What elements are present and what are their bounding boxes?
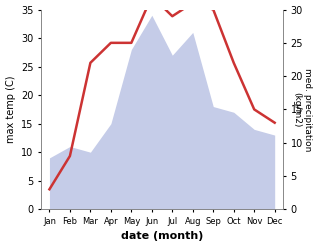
Y-axis label: med. precipitation
(kg/m2): med. precipitation (kg/m2) (293, 68, 312, 151)
X-axis label: date (month): date (month) (121, 231, 203, 242)
Y-axis label: max temp (C): max temp (C) (5, 76, 16, 143)
